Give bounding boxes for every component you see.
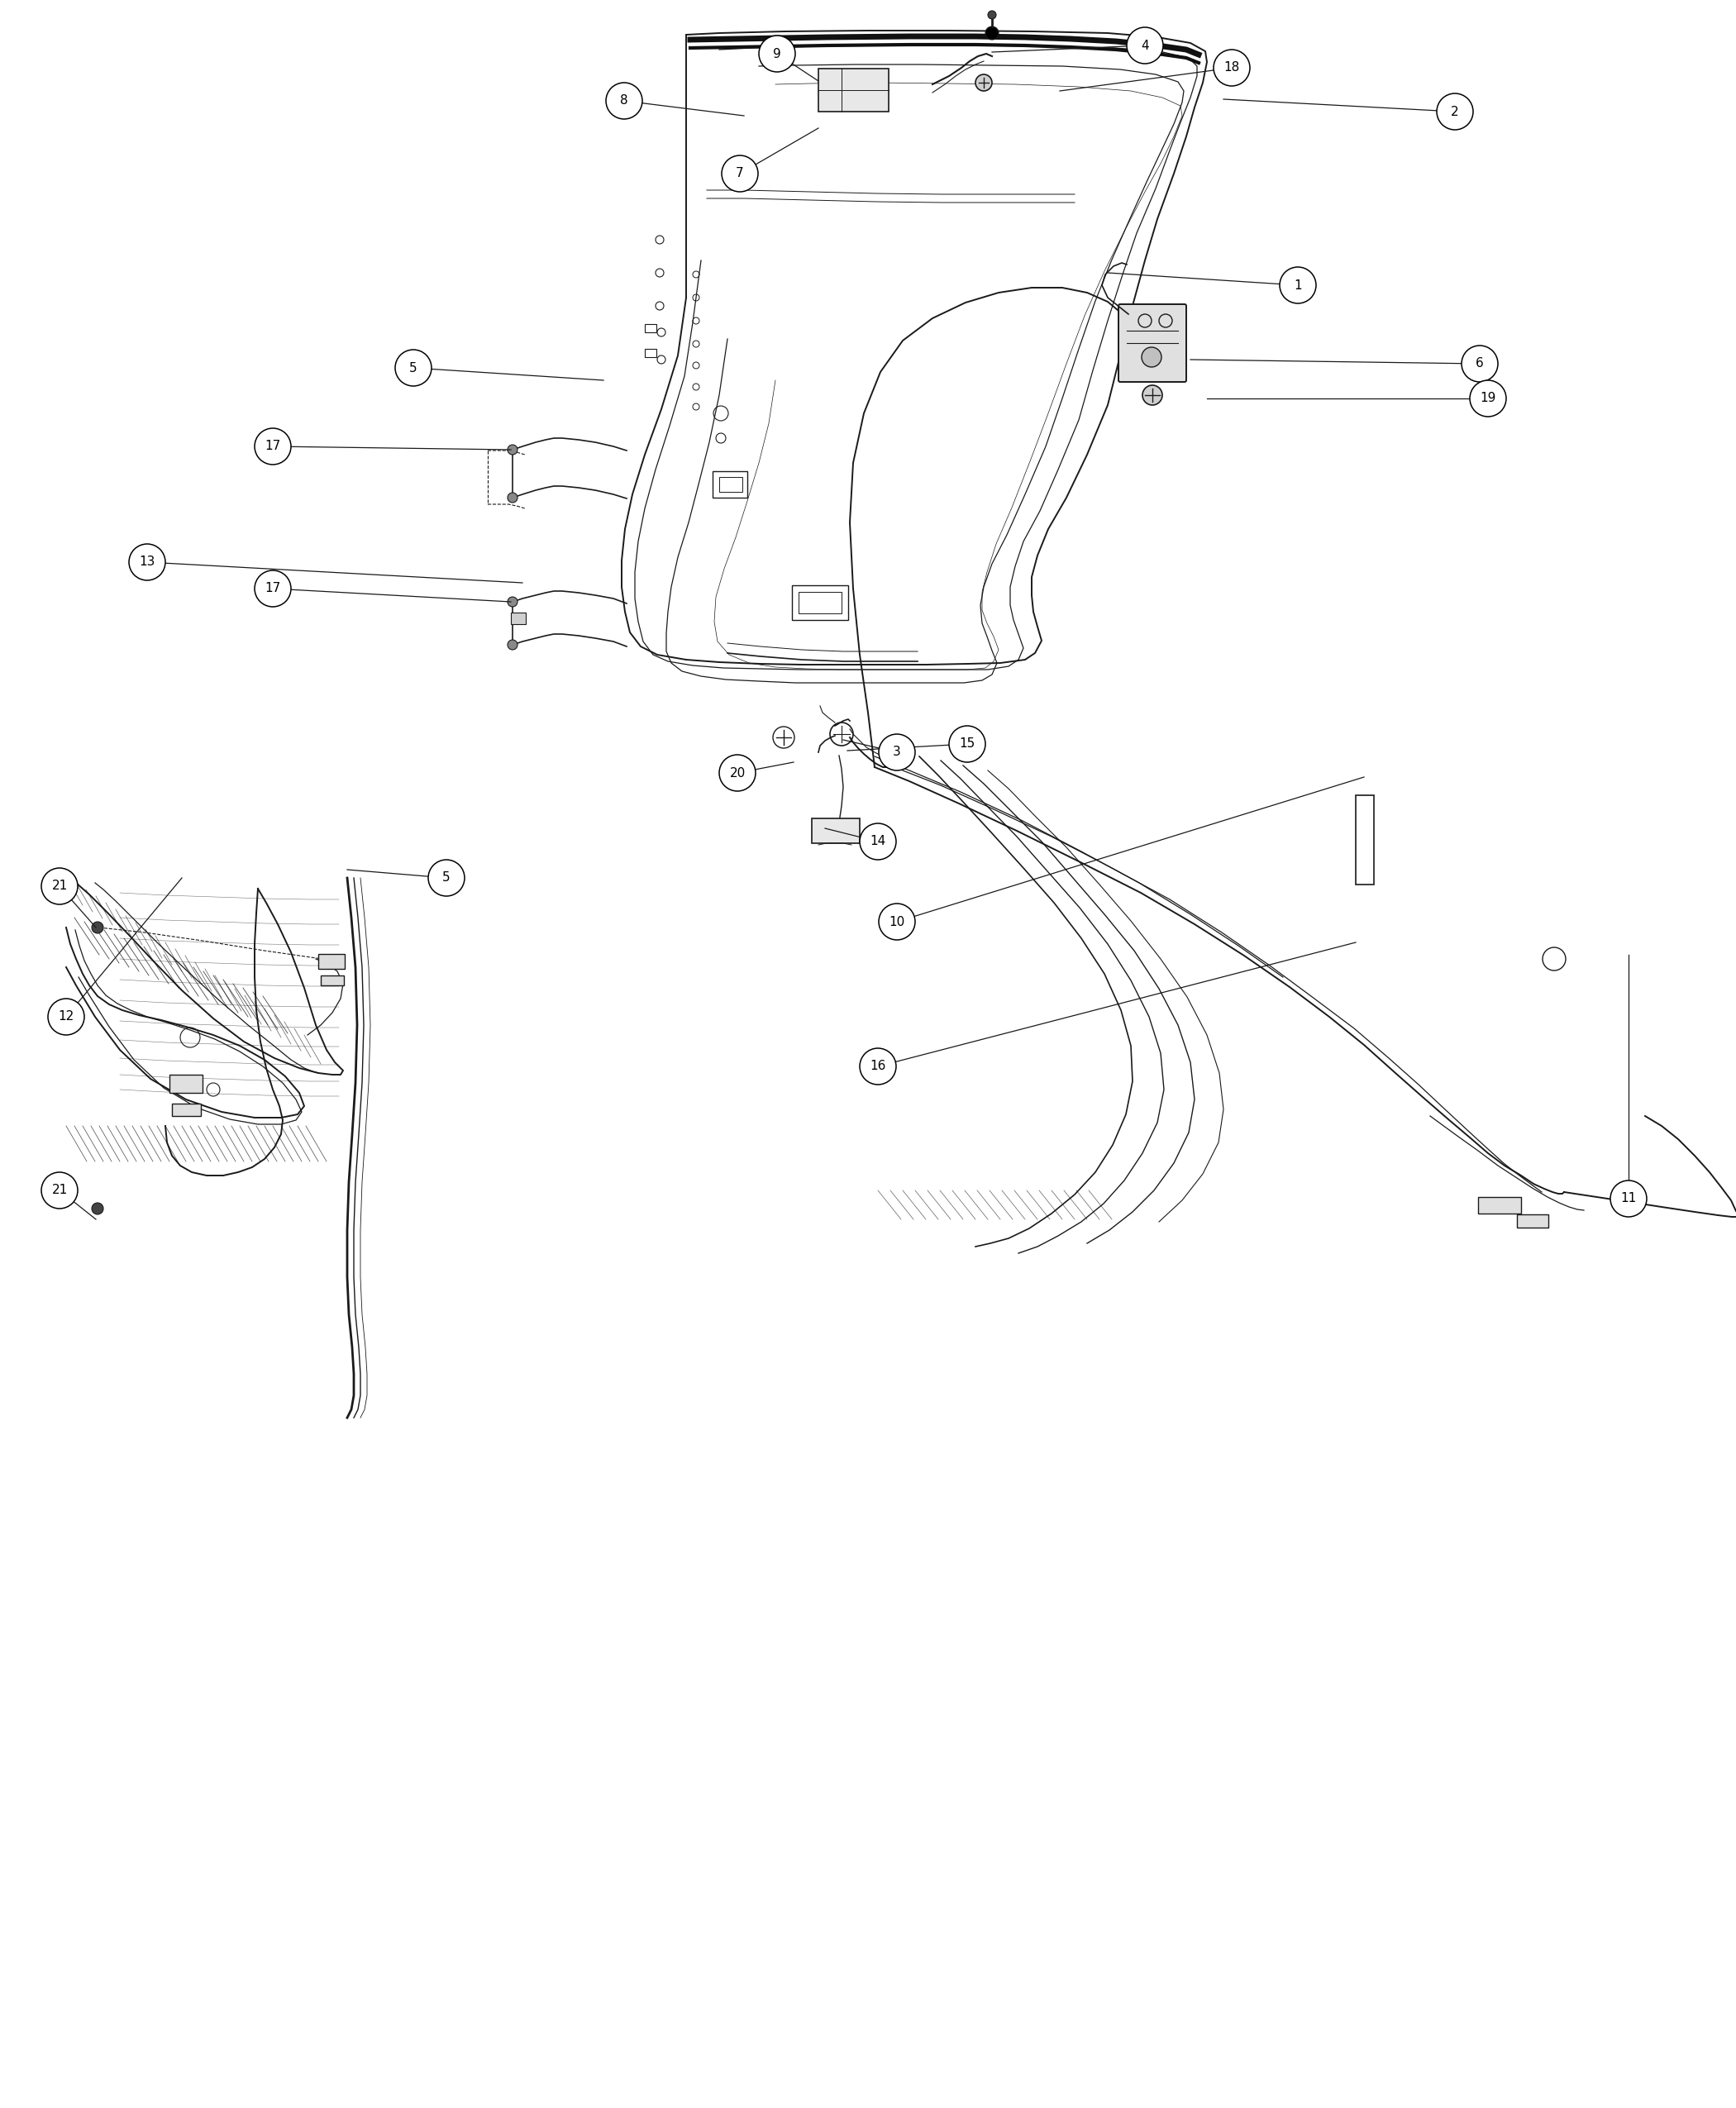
Text: 17: 17 bbox=[266, 441, 281, 453]
Circle shape bbox=[396, 350, 432, 386]
Circle shape bbox=[128, 544, 165, 580]
FancyBboxPatch shape bbox=[1118, 304, 1186, 382]
Text: 8: 8 bbox=[620, 95, 628, 108]
Circle shape bbox=[507, 493, 517, 502]
Circle shape bbox=[878, 904, 915, 940]
Circle shape bbox=[950, 725, 986, 763]
Text: 9: 9 bbox=[773, 48, 781, 59]
Circle shape bbox=[92, 1204, 104, 1214]
Text: 21: 21 bbox=[52, 879, 68, 892]
Circle shape bbox=[1279, 268, 1316, 304]
Text: 15: 15 bbox=[960, 738, 976, 750]
Text: 5: 5 bbox=[410, 363, 417, 373]
Text: 3: 3 bbox=[892, 746, 901, 759]
FancyBboxPatch shape bbox=[812, 818, 859, 843]
Text: 18: 18 bbox=[1224, 61, 1240, 74]
Text: 13: 13 bbox=[139, 557, 155, 569]
Circle shape bbox=[1142, 386, 1163, 405]
Text: 2: 2 bbox=[1451, 105, 1458, 118]
FancyBboxPatch shape bbox=[510, 613, 526, 624]
FancyBboxPatch shape bbox=[1517, 1214, 1549, 1227]
Text: 19: 19 bbox=[1481, 392, 1496, 405]
FancyBboxPatch shape bbox=[172, 1105, 201, 1115]
Text: 6: 6 bbox=[1476, 358, 1484, 369]
Circle shape bbox=[49, 999, 85, 1035]
Circle shape bbox=[759, 36, 795, 72]
Text: 21: 21 bbox=[52, 1185, 68, 1197]
Text: 7: 7 bbox=[736, 167, 743, 179]
FancyBboxPatch shape bbox=[818, 70, 889, 112]
Circle shape bbox=[42, 1172, 78, 1208]
Circle shape bbox=[859, 1048, 896, 1086]
Circle shape bbox=[1611, 1180, 1647, 1216]
FancyBboxPatch shape bbox=[321, 976, 344, 984]
Text: 17: 17 bbox=[266, 582, 281, 594]
Circle shape bbox=[42, 868, 78, 904]
FancyBboxPatch shape bbox=[318, 955, 345, 970]
Text: 11: 11 bbox=[1621, 1193, 1637, 1206]
Text: 4: 4 bbox=[1141, 40, 1149, 53]
Circle shape bbox=[1127, 27, 1163, 63]
Circle shape bbox=[606, 82, 642, 118]
Circle shape bbox=[859, 824, 896, 860]
FancyBboxPatch shape bbox=[1477, 1197, 1521, 1214]
Circle shape bbox=[722, 156, 759, 192]
Text: 16: 16 bbox=[870, 1060, 885, 1073]
Circle shape bbox=[719, 755, 755, 790]
Circle shape bbox=[1470, 379, 1507, 417]
Circle shape bbox=[878, 734, 915, 769]
Circle shape bbox=[773, 727, 795, 748]
Circle shape bbox=[255, 571, 292, 607]
Text: 10: 10 bbox=[889, 915, 904, 928]
Circle shape bbox=[507, 445, 517, 455]
Text: 5: 5 bbox=[443, 873, 450, 883]
Text: 20: 20 bbox=[729, 767, 745, 780]
Circle shape bbox=[1462, 346, 1498, 382]
Circle shape bbox=[507, 641, 517, 649]
Text: 1: 1 bbox=[1293, 278, 1302, 291]
Circle shape bbox=[986, 27, 998, 40]
Circle shape bbox=[1213, 51, 1250, 86]
Circle shape bbox=[1437, 93, 1474, 131]
Circle shape bbox=[429, 860, 465, 896]
Circle shape bbox=[988, 11, 996, 19]
FancyBboxPatch shape bbox=[170, 1075, 203, 1092]
Circle shape bbox=[507, 597, 517, 607]
Text: 12: 12 bbox=[59, 1010, 75, 1022]
Circle shape bbox=[255, 428, 292, 464]
Text: 14: 14 bbox=[870, 835, 885, 847]
Circle shape bbox=[92, 921, 104, 934]
Circle shape bbox=[976, 74, 991, 91]
Circle shape bbox=[1142, 348, 1161, 367]
